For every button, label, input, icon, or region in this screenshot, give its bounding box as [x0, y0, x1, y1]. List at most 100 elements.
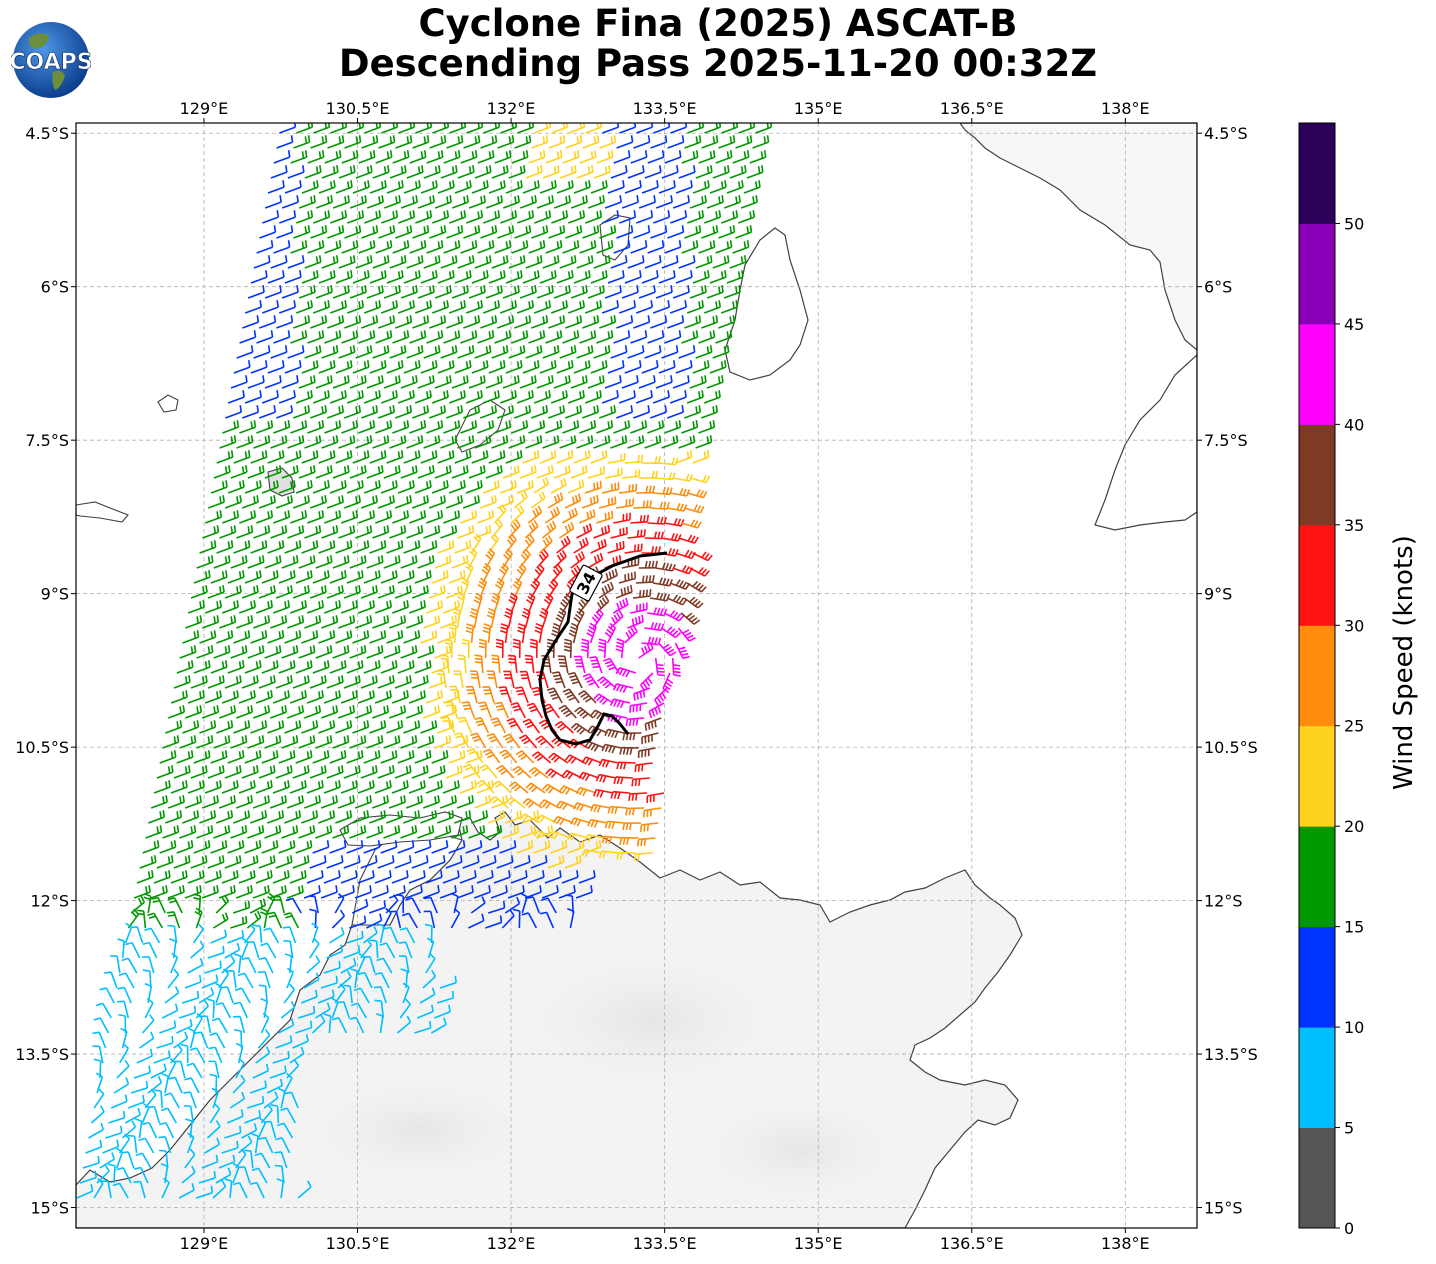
- wind-barb: [721, 210, 739, 224]
- wind-barb: [355, 435, 373, 449]
- wind-barb: [239, 510, 257, 524]
- wind-barb: [633, 135, 651, 149]
- wind-barb: [633, 405, 651, 419]
- wind-barb: [570, 285, 588, 299]
- wind-barb: [633, 225, 651, 239]
- wind-barb: [584, 300, 602, 314]
- wind-barb: [369, 450, 387, 464]
- wind-barb: [369, 270, 387, 284]
- lon-tick-label: 135°E: [794, 99, 843, 118]
- wind-barb: [412, 315, 430, 329]
- wind-barb: [250, 270, 268, 284]
- wind-barb: [468, 285, 486, 299]
- wind-barb: [698, 240, 716, 254]
- wind-barb: [443, 510, 461, 524]
- wind-barb: [301, 630, 319, 644]
- wind-barb: [457, 165, 475, 179]
- wind-barb: [644, 622, 665, 632]
- wind-barb: [332, 375, 350, 389]
- wind-barb: [619, 210, 637, 224]
- wind-barb: [638, 285, 656, 299]
- wind-barb: [652, 390, 670, 404]
- wind-barb: [672, 565, 694, 575]
- wind-barb: [720, 300, 738, 314]
- wind-barb: [562, 420, 580, 434]
- wind-barb: [505, 533, 517, 554]
- wind-barb: [602, 123, 620, 134]
- wind-barb: [593, 345, 611, 359]
- wind-barb: [528, 330, 546, 344]
- wind-barb: [383, 375, 401, 389]
- wind-barb: [349, 195, 367, 209]
- wind-barb: [372, 255, 390, 269]
- wind-barb: [698, 150, 716, 164]
- wind-barb: [352, 450, 370, 464]
- wind-barb: [524, 519, 539, 539]
- wind-barb: [491, 255, 509, 269]
- wind-barb: [295, 570, 313, 584]
- wind-barb: [309, 495, 327, 509]
- wind-barb: [579, 509, 596, 524]
- wind-barb: [270, 615, 288, 629]
- wind-barb: [712, 255, 730, 269]
- wind-barb: [539, 270, 557, 284]
- wind-barb: [463, 135, 481, 149]
- wind-barb: [562, 240, 580, 254]
- wind-barb: [398, 123, 416, 134]
- wind-barb: [426, 150, 444, 164]
- wind-barb: [293, 225, 311, 239]
- wind-barb: [548, 405, 566, 419]
- wind-barb: [647, 150, 665, 164]
- wind-barb: [284, 630, 302, 644]
- wind-barb: [534, 210, 552, 224]
- wind-barb: [244, 480, 262, 494]
- wind-barb: [483, 210, 501, 224]
- wind-barb: [511, 330, 529, 344]
- coaps-logo: COAPS: [11, 22, 91, 98]
- wind-barb: [630, 514, 650, 524]
- wind-barb: [712, 165, 730, 179]
- wind-barb: [378, 135, 396, 149]
- lat-tick-label: 6°S: [1204, 278, 1232, 297]
- wind-barb: [624, 454, 644, 464]
- lon-tick-label: 135°E: [794, 1234, 843, 1253]
- chart-title: Cyclone Fina (2025) ASCAT-B Descending P…: [0, 4, 1436, 84]
- wind-barb: [618, 483, 638, 494]
- wind-barb: [508, 435, 526, 449]
- wind-barb: [653, 123, 671, 134]
- wind-barb: [250, 630, 268, 644]
- wind-barb: [661, 345, 679, 359]
- wind-barb: [304, 435, 322, 449]
- wind-barb: [375, 510, 393, 524]
- wind-barb: [361, 225, 379, 239]
- wind-barb: [304, 345, 322, 359]
- wind-barb: [346, 390, 364, 404]
- wind-barb: [723, 285, 741, 299]
- wind-barb: [514, 405, 532, 419]
- wind-barb: [361, 135, 379, 149]
- wind-barb: [598, 638, 607, 659]
- wind-barb: [335, 630, 353, 644]
- wind-barb: [669, 300, 687, 314]
- wind-barb: [553, 285, 571, 299]
- wind-barb: [394, 585, 412, 599]
- wind-barb: [338, 525, 356, 539]
- wind-barb: [287, 435, 305, 449]
- wind-barb: [312, 300, 330, 314]
- wind-barb: [641, 270, 659, 284]
- wind-barb: [485, 465, 503, 479]
- wind-barb: [666, 594, 688, 606]
- wind-barb: [349, 285, 367, 299]
- wind-barb: [341, 420, 359, 434]
- wind-barb: [491, 345, 509, 359]
- wind-barb: [542, 435, 560, 449]
- wind-barb: [585, 123, 603, 134]
- wind-barb: [539, 180, 557, 194]
- wind-barb: [652, 300, 670, 314]
- wind-barb: [681, 240, 699, 254]
- wind-barb: [221, 600, 239, 614]
- wind-barb: [686, 390, 704, 404]
- wind-barb: [718, 135, 736, 149]
- wind-barb: [349, 645, 367, 659]
- wind-barb: [440, 165, 458, 179]
